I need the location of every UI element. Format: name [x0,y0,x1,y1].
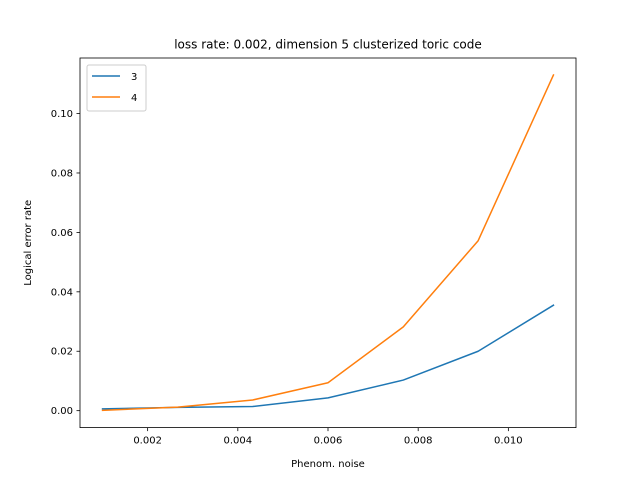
x-tick-label: 0.006 [314,436,343,447]
y-tick-label: 0.06 [51,228,73,239]
legend-label: 3 [131,72,137,83]
y-tick-label: 0.10 [51,109,73,120]
y-tick-label: 0.04 [51,287,73,298]
y-axis-ticks: 0.00 0.02 0.04 0.06 0.08 0.10 [51,109,80,417]
x-axis-label: Phenom. noise [291,459,365,470]
legend: 34 [86,64,147,112]
legend-label: 4 [131,93,137,104]
y-axis-label: Logical error rate [23,200,34,286]
y-tick-label: 0.02 [51,347,73,358]
y-tick-label: 0.00 [51,406,73,417]
x-axis-ticks: 0.002 0.004 0.006 0.008 0.010 [133,427,523,447]
series-line-4 [101,73,555,412]
x-tick-label: 0.008 [404,436,433,447]
y-tick-label: 0.08 [51,168,73,179]
series-layer [101,73,555,412]
x-tick-label: 0.010 [494,436,523,447]
axes-frame [79,57,577,429]
x-tick-label: 0.004 [223,436,252,447]
x-tick-label: 0.002 [133,436,162,447]
chart-title: loss rate: 0.002, dimension 5 clusterize… [174,38,482,52]
